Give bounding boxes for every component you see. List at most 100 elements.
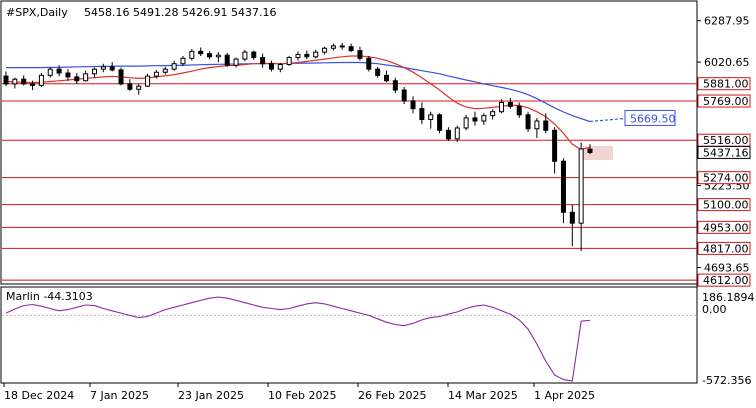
x-tick-label: 18 Dec 2024 xyxy=(4,389,74,402)
ohlc-readout: 5458.16 5491.28 5426.91 5437.16 xyxy=(84,6,276,19)
candle-bull xyxy=(233,58,239,66)
y-tick-label: 4693.65 xyxy=(704,262,750,275)
candle-bull xyxy=(330,45,336,49)
x-tick-label: 23 Jan 2025 xyxy=(178,389,244,402)
candle-bear xyxy=(56,68,62,74)
candle-bear xyxy=(224,54,230,66)
candle-bull xyxy=(463,117,469,129)
indicator-panel-frame xyxy=(0,286,698,384)
candle-bear xyxy=(260,57,266,65)
candle-bull xyxy=(499,101,505,113)
candle-bear xyxy=(445,129,451,140)
candle-bull xyxy=(481,115,487,122)
candle-bull xyxy=(313,51,319,58)
candle-bear xyxy=(30,83,36,86)
candle-bull xyxy=(286,57,292,66)
level-tag-5881.00: 5881.00 xyxy=(703,78,749,91)
candle-bull xyxy=(322,47,328,53)
level-tag-box-4612.00 xyxy=(697,273,751,287)
candle-bull xyxy=(100,66,106,70)
candle-bear xyxy=(198,50,204,55)
candle-bull xyxy=(180,57,186,65)
ma-fast-line xyxy=(5,55,591,151)
candle-bear xyxy=(587,148,593,153)
level-tag-4817.00: 4817.00 xyxy=(703,242,749,255)
candle-bear xyxy=(339,45,345,48)
x-axis-ticks: 18 Dec 2024 7 Jan 2025 23 Jan 2025 10 Feb 2… xyxy=(3,383,595,402)
indicator-axis-zero: 0.00 xyxy=(702,303,727,316)
candle-bear xyxy=(268,63,274,70)
level-price-tags: 5881.00 5769.00 5516.00 5274.00 5100.00 4953.… xyxy=(697,77,751,287)
level-tag-5274.00: 5274.00 xyxy=(703,172,749,185)
candle-bull xyxy=(215,54,221,58)
candle-bull xyxy=(295,53,301,59)
candle-bear xyxy=(419,108,425,120)
current-price-tag: 5437.16 xyxy=(703,146,749,159)
candle-bear xyxy=(74,76,80,82)
candle-bear xyxy=(383,74,389,82)
candle-bear xyxy=(118,69,124,85)
current-price-box xyxy=(697,145,751,159)
candles xyxy=(3,42,593,252)
level-tag-box-5274.00 xyxy=(697,171,751,185)
y-tick-label: 6287.95 xyxy=(704,15,750,28)
candle-bear xyxy=(251,51,257,59)
candle-bear xyxy=(127,83,133,90)
indicator-label: Marlin -44.3103 xyxy=(6,290,93,303)
candle-bear xyxy=(543,120,549,131)
y-tick-label: 6020.65 xyxy=(704,56,750,69)
candle-bull xyxy=(12,78,18,85)
candle-bear xyxy=(516,105,522,116)
candle-bear xyxy=(375,68,381,76)
marlin-series xyxy=(5,296,591,382)
main-panel-frame xyxy=(0,0,698,285)
symbol-label: #SPX,Daily xyxy=(6,6,68,19)
level-tag-box-5881.00 xyxy=(697,77,751,91)
candle-bear xyxy=(437,114,443,131)
x-tick-label: 10 Feb 2025 xyxy=(268,389,336,402)
ma-fast-series xyxy=(5,55,591,151)
ma-slow-label: 5669.50 xyxy=(630,112,676,125)
candle-bear xyxy=(569,211,575,224)
candle-bull xyxy=(153,71,159,77)
x-tick-label: 14 Mar 2025 xyxy=(448,389,518,402)
candle-bull xyxy=(91,68,97,75)
candle-bear xyxy=(304,53,310,58)
candle-bull xyxy=(171,63,177,70)
candle-bull xyxy=(38,74,44,86)
level-tag-4953.00: 4953.00 xyxy=(703,221,749,234)
candle-bear xyxy=(560,160,566,213)
x-tick-label: 7 Jan 2025 xyxy=(90,389,149,402)
level-tag-5516.00: 5516.00 xyxy=(703,134,749,147)
candle-bear xyxy=(472,117,478,122)
candle-bull xyxy=(47,68,53,76)
candle-bear xyxy=(401,89,407,102)
candle-bull xyxy=(277,64,283,70)
ma-slow-label-box xyxy=(624,109,676,126)
x-tick-label: 1 Apr 2025 xyxy=(534,389,595,402)
candle-bear xyxy=(525,114,531,130)
candle-bear xyxy=(65,72,71,78)
level-tag-5769.00: 5769.00 xyxy=(703,95,749,108)
x-tick-label: 26 Feb 2025 xyxy=(358,389,426,402)
candle-bull xyxy=(189,50,195,59)
candle-bear xyxy=(552,129,558,162)
indicator-axis-max: 186.1894 xyxy=(702,291,755,304)
marlin-line xyxy=(2,296,697,382)
candle-bull xyxy=(162,68,168,73)
level-tag-box-4953.00 xyxy=(697,220,751,234)
candle-bull xyxy=(578,148,584,224)
candle-bear xyxy=(392,80,398,91)
level-tag-box-4817.00 xyxy=(697,241,751,255)
level-tag-4612.00: 4612.00 xyxy=(703,274,749,287)
candle-bull xyxy=(136,85,142,90)
level-tag-box-5769.00 xyxy=(697,94,751,108)
candle-bear xyxy=(366,57,372,70)
candle-bull xyxy=(83,73,89,82)
candle-bull xyxy=(145,75,151,87)
candle-bear xyxy=(507,101,513,107)
level-tag-box-5100.00 xyxy=(697,198,751,212)
candle-bear xyxy=(207,53,213,58)
candle-bear xyxy=(3,75,9,85)
